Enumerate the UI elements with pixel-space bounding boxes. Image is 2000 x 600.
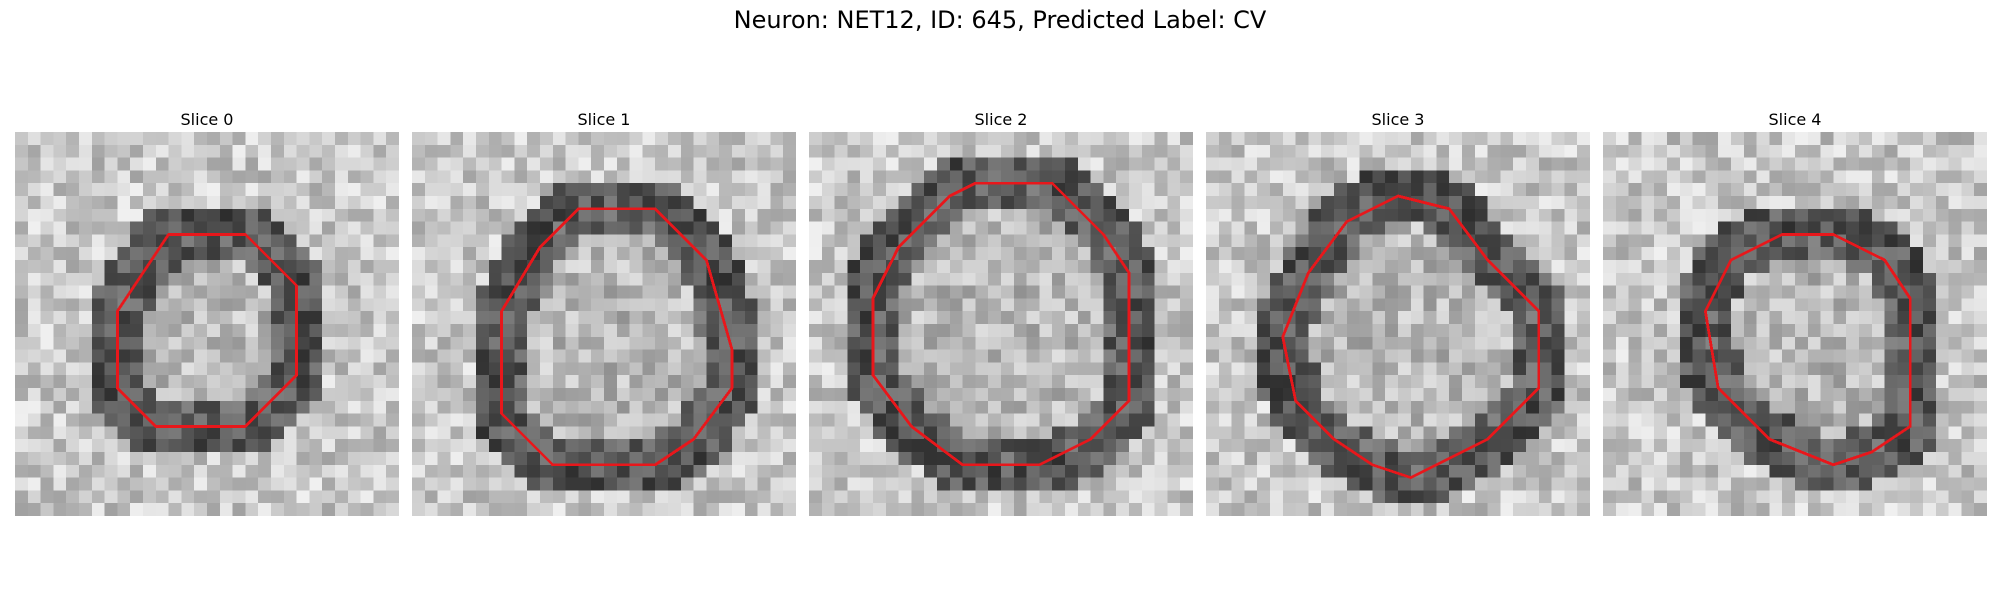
slice-title: Slice 0 [180,110,234,129]
slice-title: Slice 3 [1371,110,1425,129]
figure-title: Neuron: NET12, ID: 645, Predicted Label:… [733,6,1267,34]
contour-outline [1703,232,1912,467]
slice-panel-3: Slice 3 [1206,108,1590,516]
contour-outline [500,207,734,467]
contour-outline [115,232,299,428]
em-micrograph-pixels [15,132,399,516]
slice-title: Slice 4 [1768,110,1822,129]
slice-title: Slice 2 [974,110,1028,129]
slice-image [1603,132,1987,516]
em-micrograph-pixels [809,132,1193,516]
slice-image [1206,132,1590,516]
contour-outline [871,181,1131,467]
slice-image [809,132,1193,516]
slice-panel-2: Slice 2 [809,108,1193,516]
contour-outline [1281,194,1541,480]
em-micrograph-pixels [1206,132,1590,516]
slice-panel-0: Slice 0 [15,108,399,516]
slice-image [412,132,796,516]
slice-image [15,132,399,516]
slice-title: Slice 1 [577,110,631,129]
slice-panel-4: Slice 4 [1603,108,1987,516]
em-micrograph-pixels [412,132,796,516]
em-micrograph-pixels [1603,132,1987,516]
slice-panel-1: Slice 1 [412,108,796,516]
